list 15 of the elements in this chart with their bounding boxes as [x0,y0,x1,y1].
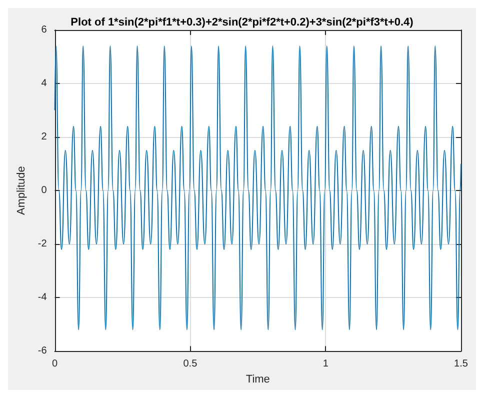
y-tick-label: -4 [38,292,48,304]
y-tick-label: 0 [41,185,48,196]
y-tick-label: 2 [41,132,48,143]
line-series [54,46,462,330]
y-tick-label: -6 [38,346,48,357]
y-tick-label: 4 [41,78,48,90]
x-tick-label: 1.5 [454,358,468,370]
x-tick-label: 0.5 [183,358,198,370]
y-tick-label: 6 [41,24,48,36]
x-tick-label: 0 [52,358,58,370]
y-axis-title: Amplitude [16,166,28,216]
y-tick-label: -2 [38,238,48,250]
chart-title: Plot of 1*sin(2*pi*f1*t+0.3)+2*sin(2*pi*f2*t+0.2)+3*sin(2*pi*f3*t+0.4) [70,16,414,28]
x-axis-title: Time [246,374,270,386]
x-tick-label: 1 [322,358,329,370]
